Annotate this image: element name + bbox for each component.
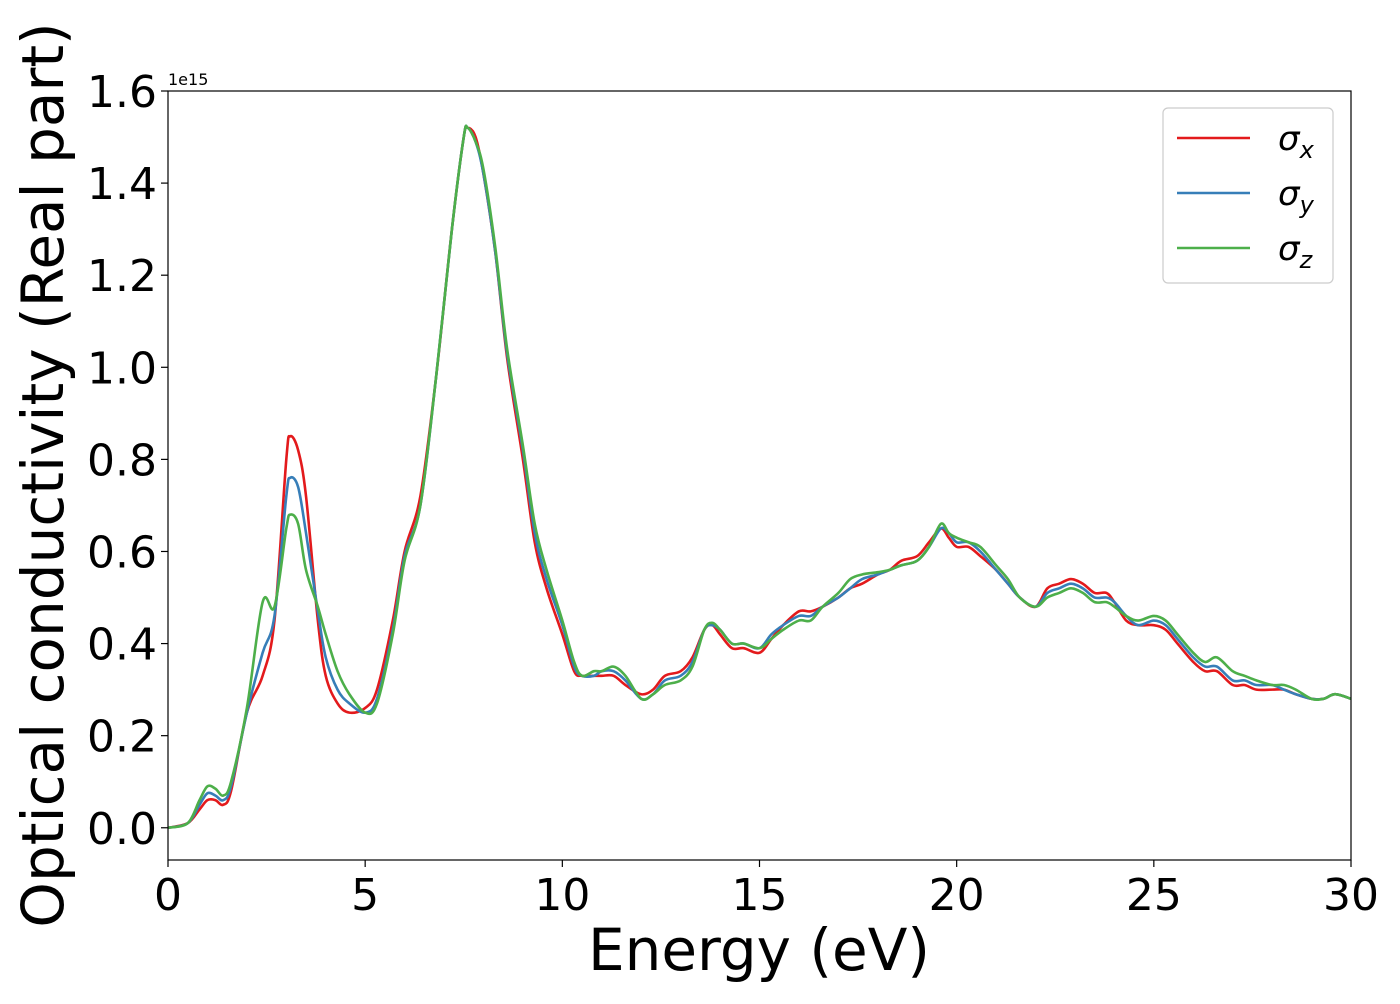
y-tick-label: 0.4 [87,620,157,671]
y-axis-title: Optical conductivity (Real part) [9,22,77,927]
y-tick-label: 0.0 [87,804,157,855]
y-tick-label: 1.6 [87,67,157,118]
series-line-z [168,124,1351,830]
y-tick-label: 0.8 [87,435,157,486]
legend-label-x: σx [1278,119,1315,164]
x-tick-label: 5 [351,870,379,921]
x-tick-label: 30 [1323,870,1379,921]
legend-frame [1162,107,1334,284]
y-tick-label: 1.0 [87,343,157,394]
y-tick-label: 0.6 [87,527,157,578]
legend-label-y: σy [1278,174,1315,219]
axes-layer: 0 5 10 15 20 25 30 0.0 0.2 0.4 0.6 0.8 1.0 1.2 1.4 1.6 [87,67,1379,921]
x-tick-label: 25 [1126,870,1182,921]
x-tick-label: 15 [732,870,788,921]
x-tick-label: 20 [929,870,985,921]
legend-label-z: σz [1278,229,1314,274]
series-layer [168,124,1351,830]
series-line-x [168,124,1351,830]
x-tick-label: 10 [534,870,590,921]
y-tick-label: 1.2 [87,251,157,302]
y-offset-label: 1e15 [168,70,208,89]
y-tick-label: 0.2 [87,712,157,763]
legend: σx σy σz [1162,107,1334,284]
x-tick-label: 0 [154,870,182,921]
y-tick-label: 1.4 [87,159,157,210]
x-axis-title: Energy (eV) [588,916,930,984]
